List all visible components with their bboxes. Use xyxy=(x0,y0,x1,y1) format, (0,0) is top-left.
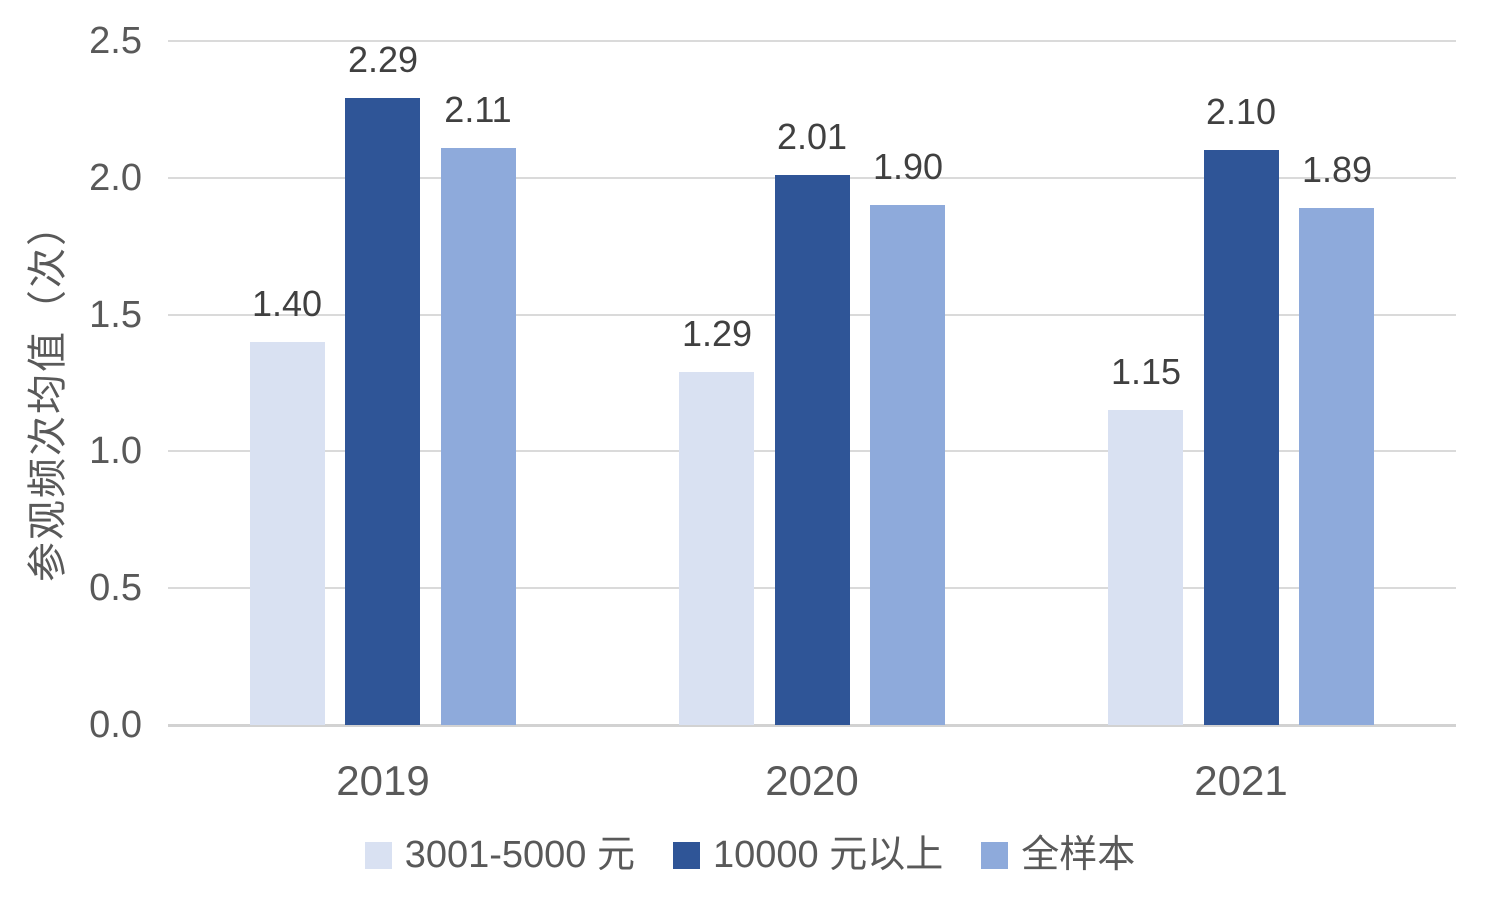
bar-value-label: 2.29 xyxy=(347,39,419,80)
x-tick-label-2019: 2019 xyxy=(336,757,430,804)
legend-label: 3001-5000 元 xyxy=(404,834,636,876)
bar-value-label: 1.90 xyxy=(872,146,944,187)
bar-2021-series-1 xyxy=(1108,410,1183,725)
legend-item-1: 3001-5000 元 xyxy=(364,833,636,877)
gridline-y-0.0 xyxy=(168,724,1456,727)
plot-area: 1.40 2.29 2.11 1.29 2.01 1.90 1.15 2.10 1.89 xyxy=(168,39,1456,727)
legend-label: 10000 元以上 xyxy=(713,834,944,876)
bar-value-label: 1.29 xyxy=(681,313,753,354)
y-axis-title: 参观频次均值（次） xyxy=(26,204,70,582)
legend-swatch-icon xyxy=(673,841,701,869)
x-tick-label-2021: 2021 xyxy=(1194,757,1288,804)
legend-swatch-icon xyxy=(981,841,1009,869)
bar-value-label: 2.10 xyxy=(1205,91,1277,132)
y-tick-label: 2.5 xyxy=(89,20,142,62)
bar-2020-series-2 xyxy=(775,175,850,725)
legend-swatch-icon xyxy=(364,841,392,869)
y-tick-label: 2.0 xyxy=(89,156,142,199)
bar-2021-series-2 xyxy=(1204,150,1279,725)
y-tick-label: 0.5 xyxy=(89,567,142,610)
legend-item-2: 10000 元以上 xyxy=(673,833,943,877)
bar-2020-series-1 xyxy=(679,372,754,725)
bar-value-label: 1.40 xyxy=(251,283,323,324)
y-tick-label: 1.5 xyxy=(89,293,142,336)
bar-2020-series-3 xyxy=(870,205,945,725)
bar-2019-series-3 xyxy=(441,148,516,725)
y-tick-label: 1.0 xyxy=(89,430,142,473)
bar-value-label: 1.89 xyxy=(1301,149,1373,190)
legend-label: 全样本 xyxy=(1021,834,1136,876)
gridline-y-2.5 xyxy=(168,40,1456,42)
x-tick-label-2020: 2020 xyxy=(765,757,859,804)
bar-2019-series-2 xyxy=(345,98,420,725)
legend-item-3: 全样本 xyxy=(981,833,1135,877)
bar-2019-series-1 xyxy=(250,342,325,725)
legend: 3001-5000 元 10000 元以上 全样本 xyxy=(0,833,1500,877)
bar-value-label: 2.01 xyxy=(776,116,848,157)
bar-value-label: 1.15 xyxy=(1110,351,1182,392)
bar-2021-series-3 xyxy=(1299,208,1374,725)
bar-value-label: 2.11 xyxy=(444,89,512,130)
y-tick-label: 0.0 xyxy=(89,704,142,746)
